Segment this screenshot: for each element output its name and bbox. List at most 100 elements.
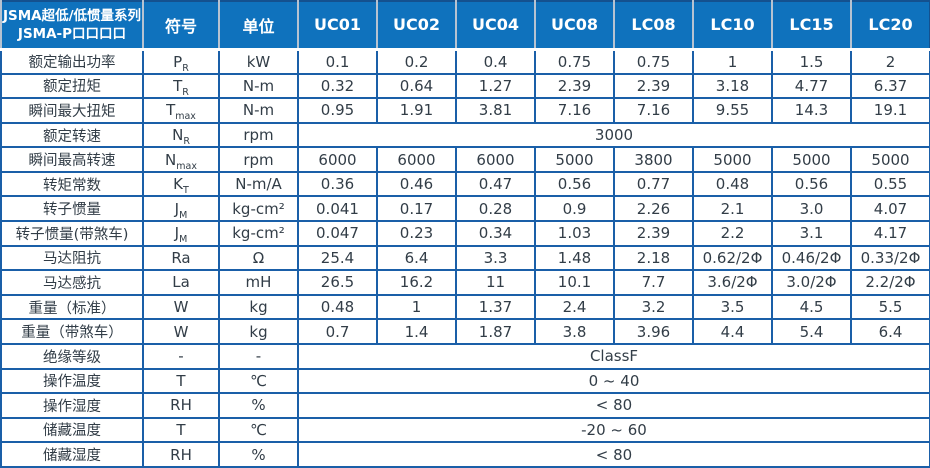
- value-cell-lc08: 3.2: [613, 293, 694, 321]
- value-cell-uc04: 1.37: [455, 293, 536, 321]
- value-cell-lc08: 2.39: [613, 72, 694, 100]
- spec-row-1: 额定扭矩 TR N-m 0.32 0.64 1.27 2.39 2.39 3.18 4.77 6.3…: [0, 72, 930, 100]
- spec-row-15: 储藏温度 T ℃ -20 ~ 60: [0, 416, 930, 444]
- value-cell-uc02: 6.4: [376, 244, 457, 272]
- value-cell-uc01: 0.041: [297, 195, 378, 223]
- value-cell-lc10: 2.1: [692, 195, 773, 223]
- row-unit: ℃: [218, 367, 299, 395]
- value-cell-lc08: 0.77: [613, 170, 694, 198]
- row-unit: N-m/A: [218, 170, 299, 198]
- value-cell-uc04: 6000: [455, 146, 536, 173]
- value-cell-uc04: 0.4: [455, 48, 536, 75]
- row-symbol: NR: [142, 121, 220, 149]
- row-symbol: La: [142, 269, 220, 296]
- value-cell-uc01: 0.95: [297, 97, 378, 124]
- row-unit: rpm: [218, 146, 299, 173]
- value-cell-lc15: 1.5: [771, 48, 852, 75]
- row-label: 额定转速: [0, 121, 144, 149]
- spec-row-5: 转矩常数 KT N-m/A 0.36 0.46 0.47 0.56 0.77 0.48 0.56 0…: [0, 170, 930, 198]
- value-cell-uc01: 0.48: [297, 293, 378, 321]
- value-cell-uc08: 0.56: [534, 170, 615, 198]
- value-cell-uc08: 10.1: [534, 269, 615, 296]
- value-cell-lc08: 0.75: [613, 48, 694, 75]
- value-cell-lc20: 6.37: [850, 72, 930, 100]
- row-symbol: T: [142, 416, 220, 444]
- value-cell-lc15: 5.4: [771, 318, 852, 345]
- value-cell-uc01: 26.5: [297, 269, 378, 296]
- value-cell-uc02: 16.2: [376, 269, 457, 296]
- value-cell-lc20: 5.5: [850, 293, 930, 321]
- column-header-model-uc01: UC01: [298, 1, 378, 51]
- row-symbol: PR: [142, 48, 220, 75]
- row-symbol: Ra: [142, 244, 220, 272]
- column-header-model-uc04: UC04: [456, 1, 536, 51]
- value-cell-uc08: 1.03: [534, 220, 615, 247]
- row-label: 转子惯量(带煞车): [0, 220, 144, 247]
- value-cell-uc01: 0.047: [297, 220, 378, 247]
- column-header-unit: 单位: [219, 1, 299, 51]
- row-symbol: TR: [142, 72, 220, 100]
- row-label: 转子惯量: [0, 195, 144, 223]
- series-title-line2: JSMA-P口口口口: [17, 25, 127, 42]
- row-symbol: JM: [142, 220, 220, 247]
- value-cell-uc08: 0.75: [534, 48, 615, 75]
- header-row: JSMA超低/低惯量系列 JSMA-P口口口口 符号 单位 UC01 UC02 UC…: [0, 1, 930, 51]
- value-cell-lc10: 4.4: [692, 318, 773, 345]
- spec-row-13: 操作温度 T ℃ 0 ~ 40: [0, 367, 930, 395]
- row-symbol: JM: [142, 195, 220, 223]
- value-cell-lc10: 0.62/2Φ: [692, 244, 773, 272]
- row-unit: mH: [218, 269, 299, 296]
- spec-row-6: 转子惯量 JM kg-cm² 0.041 0.17 0.28 0.9 2.26 2.1 3.0 4.…: [0, 195, 930, 223]
- spec-row-7: 转子惯量(带煞车) JM kg-cm² 0.047 0.23 0.34 1.03 2.39 2.…: [0, 220, 930, 247]
- value-cell-uc08: 5000: [534, 146, 615, 173]
- value-cell-lc20: 0.33/2Φ: [850, 244, 930, 272]
- spec-row-3: 额定转速 NR rpm 3000: [0, 121, 930, 149]
- row-unit: kW: [218, 48, 299, 75]
- row-symbol: W: [142, 293, 220, 321]
- row-label: 操作温度: [0, 367, 144, 395]
- row-unit: kg-cm²: [218, 195, 299, 223]
- value-cell-lc15: 0.46/2Φ: [771, 244, 852, 272]
- value-cell-lc10: 3.5: [692, 293, 773, 321]
- value-cell-lc15: 3.0: [771, 195, 852, 223]
- row-label: 马达感抗: [0, 269, 144, 296]
- column-header-model-uc08: UC08: [535, 1, 615, 51]
- row-label: 额定输出功率: [0, 48, 144, 75]
- value-cell-lc20: 2: [850, 48, 930, 75]
- value-cell-lc08: 3.96: [613, 318, 694, 345]
- row-unit: -: [218, 342, 299, 370]
- value-cell-uc08: 3.8: [534, 318, 615, 345]
- row-unit: Ω: [218, 244, 299, 272]
- row-symbol: Nmax: [142, 146, 220, 173]
- row-label: 马达阻抗: [0, 244, 144, 272]
- row-unit: rpm: [218, 121, 299, 149]
- row-unit: kg: [218, 293, 299, 321]
- value-cell-lc10: 5000: [692, 146, 773, 173]
- row-label: 重量（标准）: [0, 293, 144, 321]
- column-header-model-lc15: LC15: [772, 1, 852, 51]
- value-cell-uc04: 3.81: [455, 97, 536, 124]
- value-cell-lc15: 14.3: [771, 97, 852, 124]
- value-cell-lc20: 6.4: [850, 318, 930, 345]
- value-cell-uc01: 0.32: [297, 72, 378, 100]
- spec-row-16: 储藏湿度 RH% < 80: [0, 441, 930, 468]
- row-unit: N-m: [218, 97, 299, 124]
- value-cell-lc20: 2.2/2Φ: [850, 269, 930, 296]
- row-symbol: T: [142, 367, 220, 395]
- value-cell-lc15: 4.77: [771, 72, 852, 100]
- value-cell-lc10: 1: [692, 48, 773, 75]
- value-cell-uc02: 1: [376, 293, 457, 321]
- value-cell-uc08: 0.9: [534, 195, 615, 223]
- column-header-model-lc10: LC10: [693, 1, 773, 51]
- value-cell-lc10: 2.2: [692, 220, 773, 247]
- value-cell-lc20: 4.07: [850, 195, 930, 223]
- value-cell-uc02: 0.64: [376, 72, 457, 100]
- value-cell-uc02: 1.91: [376, 97, 457, 124]
- value-cell-lc15: 3.1: [771, 220, 852, 247]
- row-label: 重量（带煞车）: [0, 318, 144, 345]
- value-cell-lc10: 0.48: [692, 170, 773, 198]
- value-cell-merged: < 80: [297, 441, 930, 468]
- value-cell-uc02: 0.2: [376, 48, 457, 75]
